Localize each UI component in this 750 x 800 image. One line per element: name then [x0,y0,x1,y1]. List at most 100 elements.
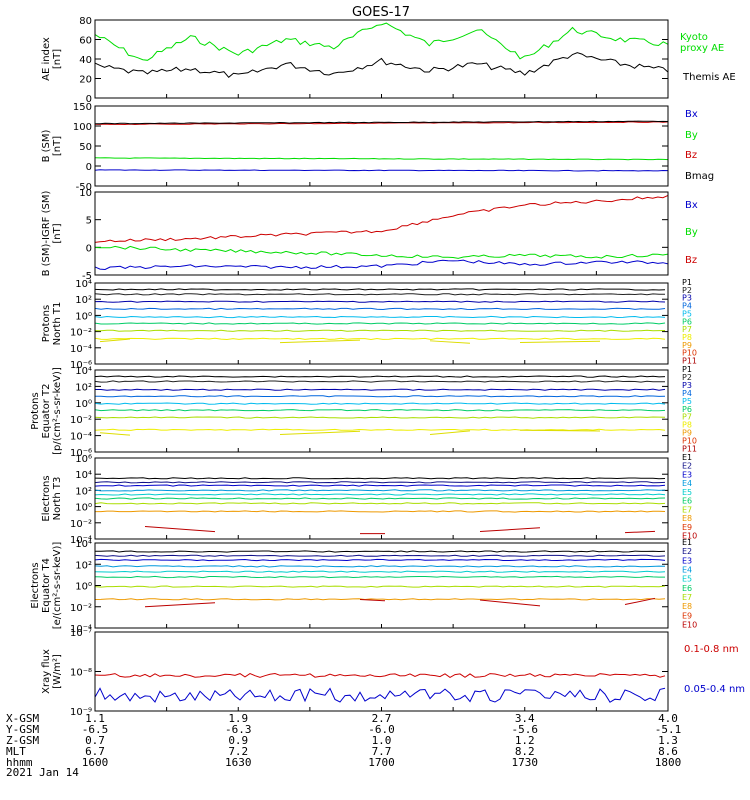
legend-entry: P6 [682,405,692,414]
footer-value: -6.0 [368,723,395,736]
footer-value: 2.7 [372,712,392,725]
y-tick-label: 10⁰ [75,582,92,593]
y-tick-label: 10⁰ [75,503,92,514]
y-axis-label: North T1 [52,302,63,346]
legend-entry: E4 [682,479,692,488]
y-tick-label: 10⁶ [75,454,92,465]
flux-series-line [94,322,666,325]
legend-entry: P7 [682,413,692,422]
flux-series-line [94,687,666,703]
y-axis-label: [nT] [52,49,63,69]
legend-entry: P2 [682,373,692,382]
y-tick-label: 10² [75,560,92,571]
y-tick-label: 10⁻⁴ [70,624,92,635]
legend-entry: E1 [682,538,692,547]
footer-value: -6.5 [82,723,109,736]
b-sm-series-line [94,120,669,125]
flux-series-line [94,402,666,405]
legend-entry: E3 [682,470,692,479]
panel-pn-data [94,288,666,344]
footer-row-label: Z-GSM [6,734,39,747]
legend-entry: P8 [682,333,692,342]
flux-series-line [94,554,666,557]
flux-series-line [94,484,666,487]
footer-value: 4.0 [658,712,678,725]
flux-series-line [94,565,666,568]
y-tick-label: 10² [75,295,92,306]
panel-xr: Xray flux [W/m²] 10⁻⁷ 10⁻⁸ 10⁻⁹ 0.1-0.8 nm 0.0… [41,628,745,718]
panel-ee: Electrons Equator T4 [e/(cm²-s-sr-keV)] 10⁴… [30,538,697,635]
footer-value: 1.1 [85,712,105,725]
legend-entry: 0.1-0.8 nm [684,644,739,655]
legend-entry: P8 [682,421,692,430]
y-axis-label: Equator T4 [41,558,52,613]
y-axis-label: AE index [41,37,52,81]
legend-entry: P1 [682,365,692,374]
sparse-segment [144,602,216,608]
y-tick-label: 20 [79,75,92,86]
panel-frame [94,282,669,365]
legend-entry: Themis AE [682,72,736,83]
y-axis-label: Electrons [41,475,52,521]
b-sm-series-line [94,157,669,161]
footer-value: 1730 [512,756,539,769]
legend-entry: E6 [682,497,692,506]
flux-series-line [94,288,666,291]
flux-series-line [94,380,666,383]
legend-entry: E9 [682,523,692,532]
y-tick-label: 0 [86,94,92,105]
legend-entry: proxy AE [680,43,724,54]
y-axis-label: [W/m²] [52,654,63,689]
sparse-segment [479,599,541,607]
footer-value: 1.9 [228,712,248,725]
legend-entry: Bx [685,200,698,211]
panel-pe-data [94,375,666,436]
ae-series-line [94,52,669,78]
flux-series-line [94,300,666,303]
legend-entry: By [685,130,698,141]
sparse-segment [279,339,361,344]
y-tick-label: 10⁻² [70,519,92,530]
sparse-segment [144,525,216,533]
y-axis-label: Equator T2 [41,384,52,439]
panel-frame [94,105,669,187]
footer-value: -6.3 [225,723,252,736]
b-sm-series-line [94,121,669,126]
flux-series-line [94,416,666,419]
legend-entry: P1 [682,278,692,287]
legend-entry: E4 [682,565,692,574]
y-tick-label: 10⁻⁸ [70,668,92,679]
footer-date: 2021 Jan 14 [6,766,79,779]
legend-entry: E2 [682,462,692,471]
ae-series-line [94,22,669,61]
panel-en: Electrons North T310⁶10⁴10²10⁰10⁻²10⁻⁴E1E… [41,453,697,546]
footer-value: 1.0 [372,734,392,747]
y-tick-label: 100 [73,122,92,133]
panel-frame [94,542,669,629]
y-axis-label: [e/(cm²-s-sr-keV)] [52,542,63,630]
legend-entry: E7 [682,593,692,602]
legend-entry: E10 [682,532,697,541]
sparse-segment [624,597,656,606]
flux-series-line [94,502,666,505]
y-tick-label: 10⁻⁴ [70,344,92,355]
y-tick-label: 10² [75,382,92,393]
legend-entry: E2 [682,547,692,556]
footer-value: 7.7 [372,745,392,758]
legend-entry: E8 [682,514,692,523]
y-axis-label: North T3 [52,477,63,521]
b-igrf-series-line [94,259,669,271]
b-igrf-series-line [94,245,669,259]
legend-entry: E8 [682,602,692,611]
sparse-segment [279,430,361,435]
flux-series-line [94,428,666,431]
footer-row-label: X-GSM [6,712,39,725]
legend-entry: P5 [682,309,692,318]
panel-ae-data [94,22,669,78]
panel-bigrf: B (SM)-IGRF (SM) [nT] 10 5 0 -5 Bx By Bz [41,188,698,282]
footer-value: 1630 [225,756,252,769]
panel-pe: Protons Equator T2 [p/(cm²-s-sr-keV)] 10⁴ 10… [30,365,697,459]
